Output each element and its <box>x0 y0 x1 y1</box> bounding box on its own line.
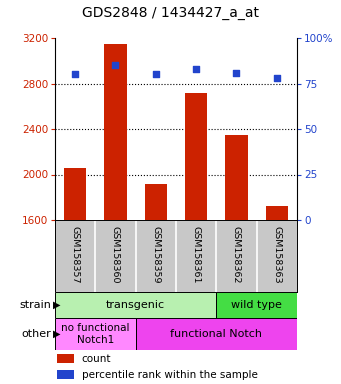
Text: strain: strain <box>20 300 51 310</box>
Text: transgenic: transgenic <box>106 300 165 310</box>
Text: GSM158357: GSM158357 <box>71 226 80 283</box>
Text: wild type: wild type <box>231 300 282 310</box>
Bar <box>57 354 74 363</box>
Bar <box>216 292 297 318</box>
Text: GSM158362: GSM158362 <box>232 226 241 283</box>
Text: GSM158361: GSM158361 <box>192 226 201 283</box>
Bar <box>136 318 297 350</box>
Bar <box>55 318 136 350</box>
Bar <box>145 184 167 384</box>
Text: percentile rank within the sample: percentile rank within the sample <box>81 370 257 380</box>
Text: GSM158363: GSM158363 <box>272 226 281 283</box>
Point <box>193 66 199 72</box>
Bar <box>185 93 207 384</box>
Text: other: other <box>22 329 51 339</box>
Text: functional Notch: functional Notch <box>170 329 262 339</box>
Bar <box>64 168 86 384</box>
Text: GSM158360: GSM158360 <box>111 226 120 283</box>
Text: no functional
Notch1: no functional Notch1 <box>61 323 130 345</box>
Bar <box>266 206 288 384</box>
Text: ▶: ▶ <box>53 329 61 339</box>
Bar <box>104 44 127 384</box>
Bar <box>55 292 216 318</box>
Point <box>153 71 159 78</box>
Bar <box>225 135 248 384</box>
Text: GSM158359: GSM158359 <box>151 226 160 283</box>
Bar <box>57 370 74 379</box>
Point <box>72 71 78 78</box>
Point <box>274 75 280 81</box>
Text: count: count <box>81 354 111 364</box>
Text: ▶: ▶ <box>53 300 61 310</box>
Text: GDS2848 / 1434427_a_at: GDS2848 / 1434427_a_at <box>82 6 259 20</box>
Point <box>113 62 118 68</box>
Point <box>234 70 239 76</box>
